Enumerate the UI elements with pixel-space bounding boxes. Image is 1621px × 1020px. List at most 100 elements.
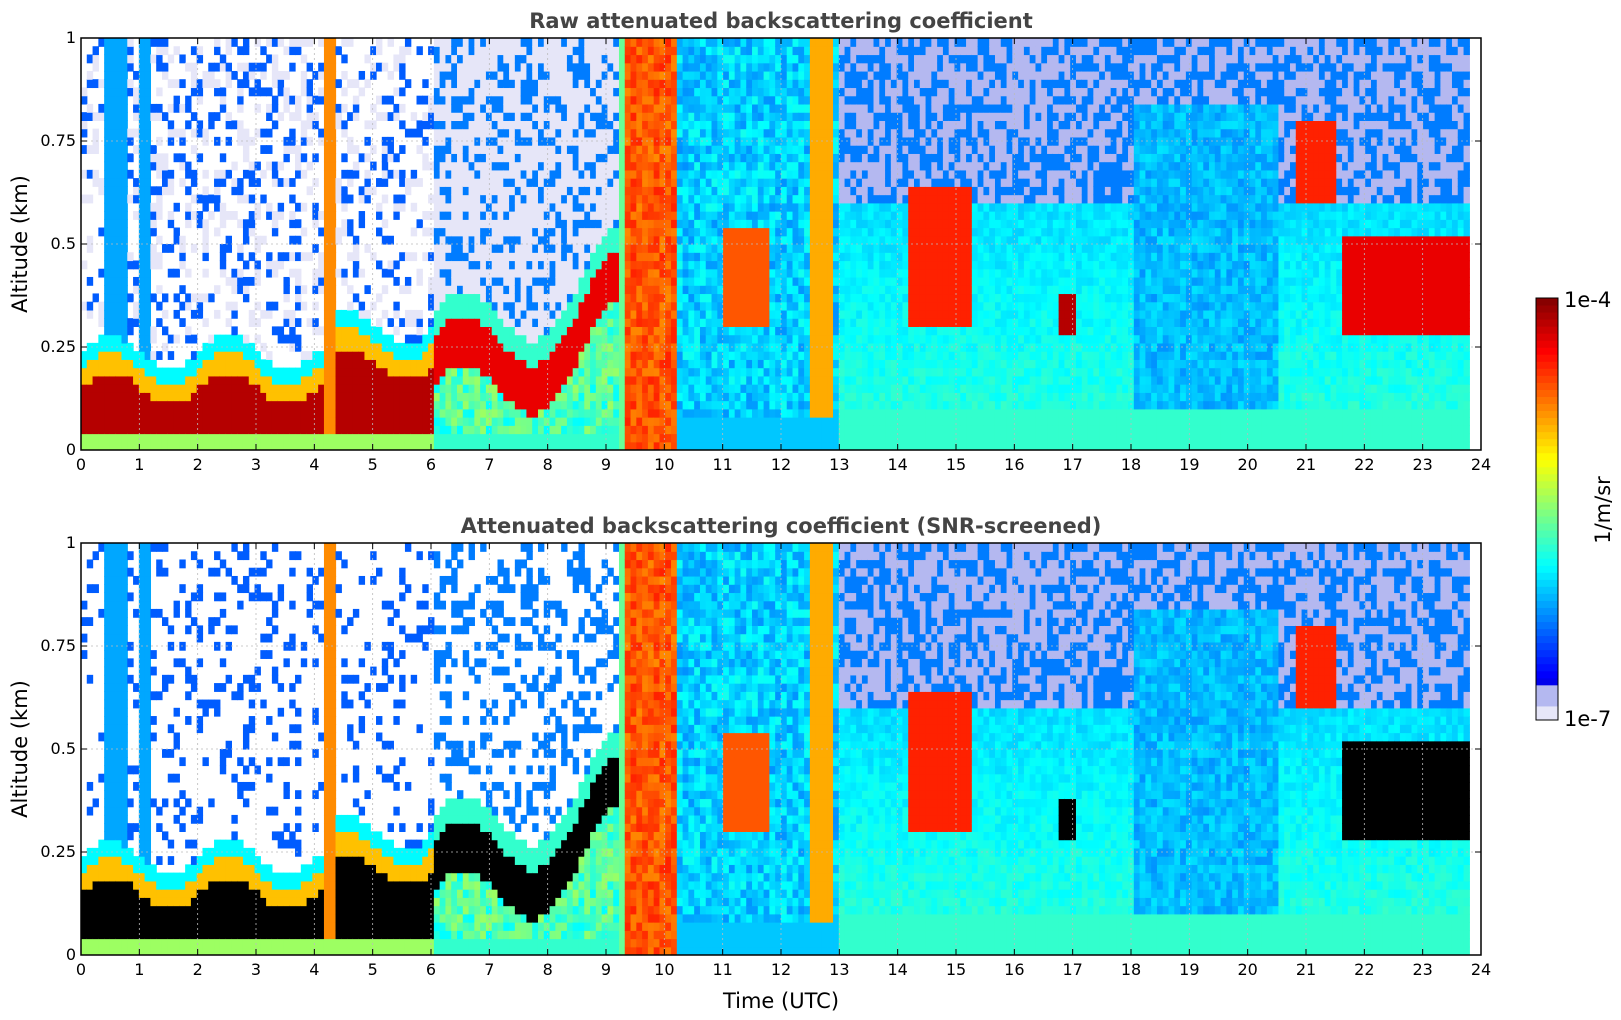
- heatmap-cell: [694, 244, 701, 253]
- heatmap-cell: [457, 153, 464, 163]
- heatmap-cell: [104, 95, 111, 105]
- heatmap-cell: [185, 219, 192, 229]
- heatmap-cell: [532, 169, 539, 179]
- heatmap-cell: [433, 87, 441, 97]
- heatmap-cell: [780, 285, 788, 295]
- heatmap-cell: [254, 334, 261, 344]
- heatmap-cell: [624, 433, 632, 443]
- heatmap-cell: [480, 103, 487, 113]
- heatmap-cell: [688, 153, 695, 163]
- heatmap-cell: [283, 392, 290, 402]
- heatmap-cell: [457, 227, 464, 237]
- heatmap-cell: [728, 441, 736, 450]
- heatmap-cell: [769, 375, 776, 385]
- heatmap-cell: [723, 301, 730, 311]
- heatmap-cell: [688, 219, 695, 229]
- heatmap-cell: [277, 384, 285, 393]
- heatmap-cell: [439, 178, 447, 187]
- heatmap-cell: [381, 194, 389, 204]
- heatmap-cell: [295, 252, 302, 262]
- heatmap-cell: [792, 408, 799, 418]
- heatmap-cell: [422, 153, 429, 163]
- heatmap-cell: [81, 120, 88, 130]
- heatmap-cell: [491, 211, 499, 220]
- heatmap-cell: [786, 128, 794, 138]
- heatmap-cell: [219, 95, 227, 105]
- heatmap-cell: [214, 392, 221, 402]
- heatmap-cell: [752, 235, 759, 245]
- heatmap-cell: [445, 120, 452, 130]
- heatmap-cell: [682, 128, 689, 138]
- heatmap-cell: [491, 301, 499, 311]
- heatmap-cell: [306, 103, 313, 113]
- heatmap-cell: [769, 194, 776, 204]
- heatmap-cell: [433, 128, 441, 138]
- heatmap-cell: [775, 103, 782, 113]
- heatmap-cell: [786, 145, 794, 154]
- heatmap-cell: [561, 367, 568, 377]
- heatmap-cell: [682, 219, 689, 229]
- heatmap-cell: [352, 400, 360, 410]
- heatmap-cell: [335, 178, 342, 187]
- heatmap-cell: [595, 384, 603, 393]
- heatmap-cell: [607, 235, 614, 245]
- heatmap-cell: [300, 392, 308, 402]
- heatmap-cell: [694, 309, 701, 319]
- heatmap-cell: [595, 178, 603, 187]
- heatmap-cell: [752, 54, 759, 64]
- heatmap-cell: [723, 326, 730, 336]
- heatmap-cell: [671, 252, 678, 262]
- heatmap-cell: [746, 62, 753, 72]
- heatmap-cell: [347, 342, 354, 352]
- heatmap-cell: [474, 359, 481, 369]
- heatmap-cell: [740, 375, 747, 385]
- heatmap-cell: [532, 112, 539, 121]
- heatmap-cell: [196, 46, 204, 56]
- heatmap-cell: [323, 400, 331, 410]
- heatmap-cell: [127, 359, 134, 369]
- heatmap-cell: [156, 425, 163, 435]
- heatmap-cell: [584, 46, 591, 56]
- heatmap-cell: [312, 244, 319, 253]
- heatmap-cell: [474, 334, 481, 344]
- heatmap-cell: [757, 318, 765, 327]
- heatmap-cell: [566, 54, 574, 64]
- heatmap-cell: [514, 276, 522, 286]
- heatmap-cell: [514, 417, 522, 426]
- heatmap-cell: [792, 309, 799, 319]
- heatmap-cell: [752, 38, 759, 47]
- heatmap-cell: [422, 351, 429, 360]
- heatmap-cell: [115, 54, 123, 64]
- heatmap-cell: [237, 417, 244, 426]
- heatmap-cell: [780, 161, 788, 171]
- heatmap-cell: [642, 425, 649, 435]
- heatmap-cell: [144, 400, 152, 410]
- heatmap-cell: [653, 219, 661, 229]
- heatmap-cell: [613, 408, 620, 418]
- heatmap-cell: [775, 293, 782, 303]
- heatmap-cell: [705, 46, 713, 56]
- heatmap-cell: [763, 384, 770, 393]
- heatmap-cell: [601, 276, 609, 286]
- heatmap-cell: [711, 186, 718, 196]
- heatmap-cell: [323, 87, 331, 97]
- heatmap-cell: [590, 161, 597, 171]
- heatmap-cell: [705, 301, 713, 311]
- heatmap-cell: [433, 425, 441, 435]
- heatmap-cell: [665, 276, 672, 286]
- heatmap-cell: [647, 103, 655, 113]
- heatmap-cell: [659, 178, 666, 187]
- heatmap-cell: [572, 79, 580, 89]
- heatmap-cell: [347, 219, 354, 229]
- heatmap-cell: [688, 334, 695, 344]
- heatmap-cell: [555, 293, 562, 303]
- heatmap-cell: [514, 95, 522, 105]
- heatmap-cell: [445, 408, 452, 418]
- heatmap-cell: [537, 153, 545, 163]
- heatmap-cell: [705, 54, 713, 64]
- heatmap-cell: [572, 95, 580, 105]
- heatmap-cell: [318, 285, 325, 295]
- heatmap-cell: [595, 268, 603, 278]
- heatmap-cell: [485, 46, 493, 56]
- heatmap-cell: [485, 417, 493, 426]
